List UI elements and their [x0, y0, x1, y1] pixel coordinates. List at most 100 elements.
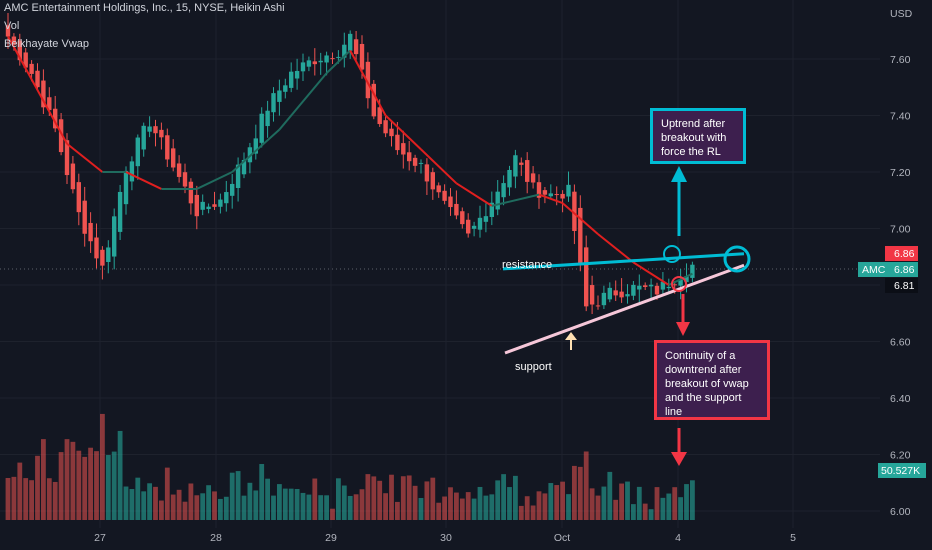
- volume-bar: [395, 501, 400, 520]
- price-tick-label: 7.00: [890, 224, 911, 236]
- candle-body: [106, 247, 111, 262]
- volume-bar: [471, 498, 477, 520]
- volume-bar: [560, 481, 565, 520]
- candle-body: [672, 284, 677, 286]
- candle-body: [294, 70, 300, 79]
- downtrend-arrow-head: [676, 322, 690, 336]
- volume-bar: [182, 501, 188, 520]
- volume-bar: [536, 491, 542, 520]
- candle-body: [123, 170, 129, 205]
- volume-bar: [666, 493, 672, 520]
- candle-body: [17, 40, 22, 61]
- vwap-segment: [384, 114, 422, 151]
- volume-arrow-head: [671, 452, 687, 466]
- volume-bar: [259, 464, 265, 520]
- price-tick-label: 7.60: [890, 54, 911, 66]
- volume-bar: [212, 491, 217, 520]
- volume-bar: [58, 452, 64, 520]
- volume-bar: [194, 495, 200, 520]
- volume-bar: [123, 486, 129, 520]
- candle-body: [513, 155, 518, 177]
- volume-bar: [554, 485, 560, 520]
- candle-body: [648, 284, 654, 287]
- candle-body: [395, 134, 400, 151]
- price-tag-upper-text: 6.86: [894, 248, 915, 260]
- candle-body: [595, 305, 601, 307]
- candle-body: [330, 58, 335, 60]
- volume-bar: [111, 451, 117, 520]
- vwap-segment: [538, 193, 563, 205]
- candle-body: [684, 276, 689, 283]
- volume-bar: [430, 477, 436, 520]
- candle-body: [690, 264, 695, 278]
- candle-body: [560, 193, 565, 199]
- candle-body: [300, 62, 306, 72]
- resistance-label: resistance: [502, 259, 553, 271]
- volume-bar: [489, 494, 495, 520]
- breakdown-circle: [671, 276, 687, 292]
- price-tick-label: 6.20: [890, 450, 911, 462]
- candle-body: [401, 143, 406, 155]
- volume-bar: [601, 486, 607, 520]
- candle-body: [70, 163, 76, 190]
- candle-body: [23, 52, 28, 68]
- volume-bar: [483, 495, 489, 520]
- candle-body: [35, 70, 40, 88]
- target-circle: [723, 245, 751, 273]
- candle-body: [58, 119, 64, 153]
- indicator-volume-label[interactable]: Vol: [4, 20, 20, 32]
- volume-bar: [454, 492, 459, 520]
- candle-body: [271, 93, 276, 113]
- indicator-vwap-label[interactable]: Belkhayate Vwap: [4, 38, 89, 50]
- candle-body: [259, 113, 264, 143]
- candle-body: [336, 56, 341, 58]
- volume-bar: [247, 482, 253, 520]
- volume-bar: [141, 491, 147, 520]
- candle-body: [76, 182, 81, 213]
- volume-bar: [135, 477, 141, 520]
- candle-body: [159, 129, 164, 138]
- volume-bar: [88, 447, 93, 520]
- volume-bar: [595, 495, 601, 520]
- drawing-overlay: [502, 166, 751, 466]
- volume-bar: [318, 495, 324, 520]
- candle-body: [654, 285, 660, 295]
- volume-bar: [654, 487, 660, 520]
- time-tick-label: 29: [325, 532, 337, 544]
- symbol-tag: [858, 262, 885, 277]
- volume-bar: [607, 471, 613, 520]
- time-tick-label: 28: [210, 532, 222, 544]
- candle-body: [589, 285, 595, 305]
- volume-bar: [94, 451, 99, 520]
- volume-bar: [678, 497, 683, 520]
- volume-bar: [117, 430, 123, 520]
- volume-bar: [524, 496, 530, 520]
- price-tick-label: 6.40: [890, 393, 911, 405]
- volume-bar: [660, 497, 666, 520]
- volume-bar: [507, 487, 512, 520]
- candle-body: [312, 61, 317, 65]
- volume-bar: [164, 467, 170, 520]
- volume-bar: [277, 484, 282, 520]
- volume-bar: [265, 478, 270, 520]
- volume-bar: [377, 480, 383, 520]
- volume-bar: [129, 489, 135, 520]
- volume-bar: [465, 492, 471, 520]
- volume-bar: [642, 503, 648, 520]
- candle-body: [117, 191, 123, 232]
- candle-body: [318, 60, 323, 63]
- candle-body: [29, 63, 34, 74]
- volume-bar: [159, 500, 164, 520]
- uptrend-annotation-box: Uptrend after breakout with force the RL: [650, 108, 746, 164]
- candle-body: [194, 194, 199, 217]
- volume-bars: [5, 413, 695, 520]
- volume-bar: [153, 486, 158, 520]
- symbol-title[interactable]: AMC Entertainment Holdings, Inc., 15, NY…: [4, 2, 285, 14]
- candle-body: [477, 217, 483, 230]
- candle-body: [619, 291, 624, 298]
- price-tag-lower: [885, 278, 918, 293]
- volume-bar: [418, 498, 424, 520]
- volume-bar: [306, 494, 312, 520]
- candle-body: [94, 237, 99, 259]
